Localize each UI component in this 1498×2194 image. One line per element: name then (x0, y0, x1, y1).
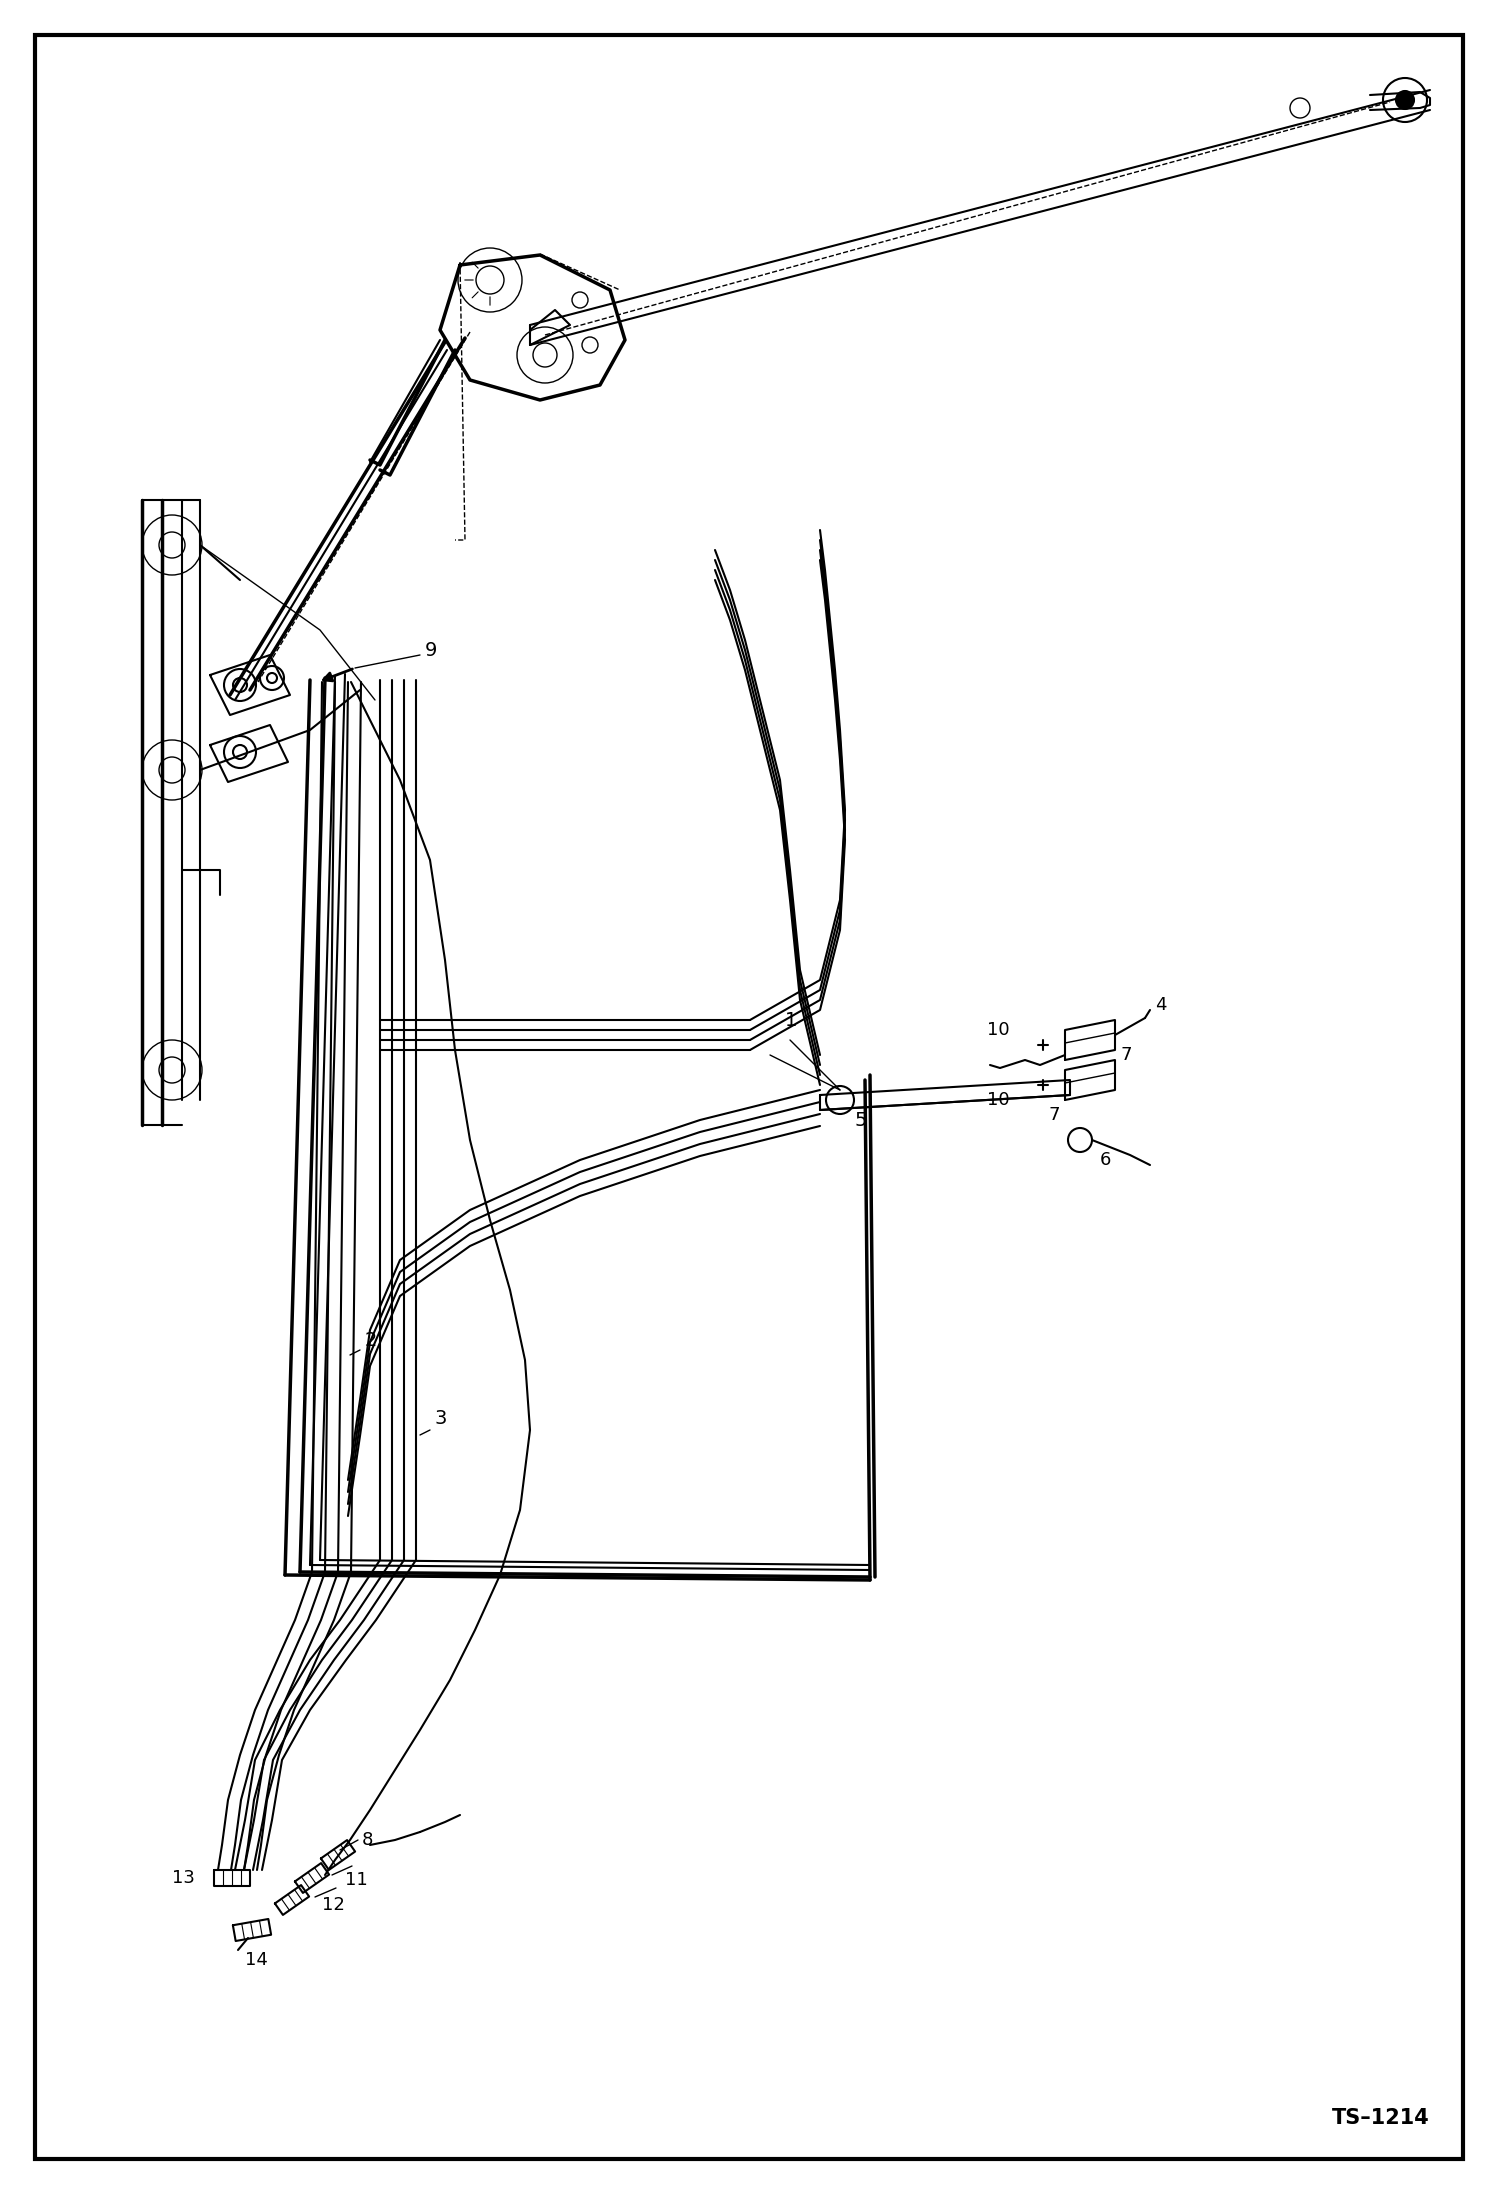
Text: 4: 4 (1155, 996, 1167, 1014)
Text: TS–1214: TS–1214 (1332, 2108, 1431, 2128)
Text: 2: 2 (366, 1330, 377, 1349)
Text: 10: 10 (987, 1020, 1010, 1040)
Text: 11: 11 (345, 1871, 367, 1889)
Text: 7: 7 (1121, 1047, 1131, 1064)
Text: 7: 7 (1049, 1106, 1059, 1123)
Text: 10: 10 (987, 1090, 1010, 1108)
Text: 13: 13 (172, 1869, 195, 1887)
Circle shape (1396, 90, 1414, 110)
Text: 9: 9 (425, 641, 437, 660)
Text: 12: 12 (322, 1896, 345, 1913)
Text: 8: 8 (363, 1832, 373, 1850)
Text: 3: 3 (434, 1409, 448, 1428)
Text: 14: 14 (246, 1950, 268, 1968)
Text: 1: 1 (785, 1011, 797, 1029)
Text: 6: 6 (1100, 1152, 1112, 1169)
Text: 5: 5 (855, 1110, 867, 1130)
